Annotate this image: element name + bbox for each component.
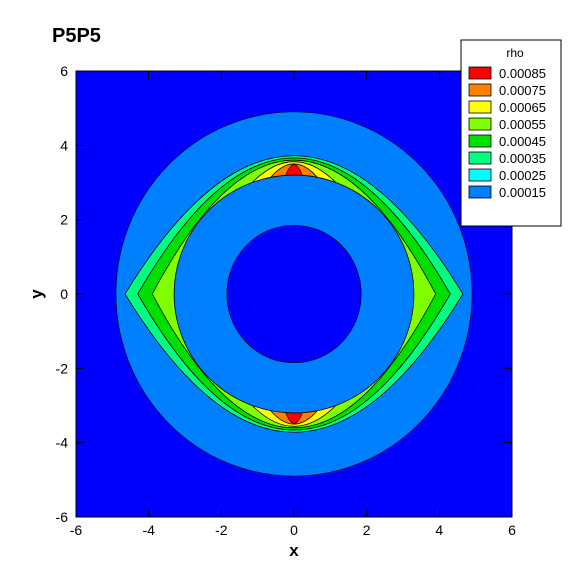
legend-label: 0.00065	[499, 100, 546, 115]
y-tick-label: -2	[56, 360, 69, 376]
x-tick-label: 6	[508, 522, 516, 538]
y-axis-label: y	[27, 289, 46, 299]
y-tick-label: 0	[60, 286, 68, 302]
y-tick-label: -6	[56, 509, 69, 525]
x-tick-label: 0	[290, 522, 298, 538]
legend-swatch	[468, 66, 492, 80]
x-tick-label: 4	[435, 522, 443, 538]
x-axis-label: x	[289, 541, 299, 560]
x-axis: -6 -4 -2 0 2 4 6	[70, 71, 516, 538]
legend-label: 0.00035	[499, 151, 546, 166]
legend-items: 0.00085 0.00075 0.00065 0.00055 0.00045 0.000…	[468, 66, 546, 200]
x-tick-label: -4	[142, 522, 155, 538]
legend-label: 0.00015	[499, 185, 546, 200]
legend-swatch	[468, 83, 492, 97]
legend-swatch	[468, 185, 492, 199]
legend-title: rho	[506, 46, 524, 60]
y-tick-label: 2	[60, 212, 68, 228]
y-tick-label: 4	[60, 137, 68, 153]
x-tick-label: -2	[215, 522, 228, 538]
legend: rho 0.000850.000750.000650.000550.000450…	[460, 39, 562, 227]
x-tick-label: -6	[70, 522, 83, 538]
y-axis: -6 -4 -2 0 2 4 6	[56, 63, 512, 525]
legend-label: 0.00075	[499, 83, 546, 98]
legend-swatch	[468, 117, 492, 131]
y-tick-label: 6	[60, 63, 68, 79]
legend-swatch	[468, 134, 492, 148]
legend-label: 0.00045	[499, 134, 546, 149]
legend-label: 0.00085	[499, 66, 546, 81]
legend-swatch	[468, 100, 492, 114]
legend-swatch	[468, 168, 492, 182]
contour-region-inner-disk	[226, 224, 362, 364]
legend-label: 0.00055	[499, 117, 546, 132]
legend-label: 0.00025	[499, 168, 546, 183]
chart-title: P5P5	[52, 25, 101, 47]
plot-area	[76, 71, 512, 517]
y-tick-label: -4	[56, 435, 69, 451]
legend-swatch	[468, 151, 492, 165]
x-tick-label: 2	[363, 522, 371, 538]
